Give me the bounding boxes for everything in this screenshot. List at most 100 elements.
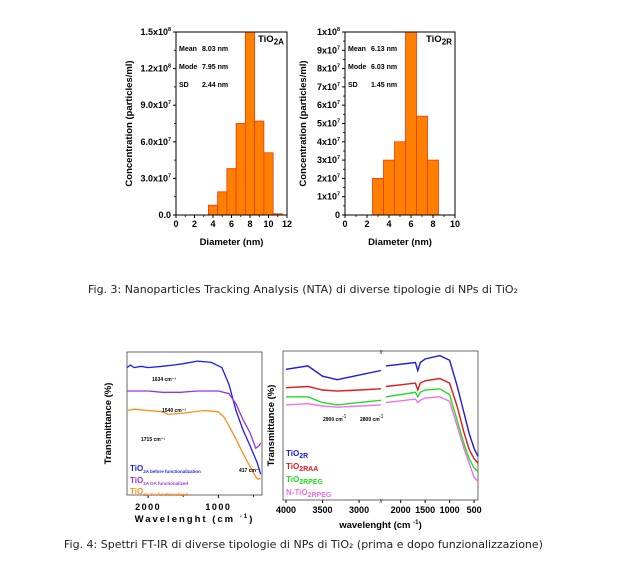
peak-annotation: 1634 cm⁻¹ (152, 377, 176, 383)
x-tick-label: 2 (192, 219, 197, 229)
axis-break-mark-top: // (380, 350, 383, 356)
peak-annotation: 1715 cm⁻¹ (141, 437, 165, 443)
histogram-bar (226, 168, 237, 216)
stat-label: SD (179, 82, 189, 89)
x-tick-label: 2000 (391, 505, 411, 515)
y-tick-label: 3x107 (317, 155, 340, 165)
x-tick-label: 8 (430, 219, 435, 229)
y-axis-label: Transmittance (%) (103, 383, 114, 465)
chart-title: TiO2R (426, 34, 452, 47)
x-tick-label: 2000 (135, 502, 161, 512)
x-tick-label: 500 (467, 505, 482, 515)
stat-value: 6.03 nm (371, 64, 397, 71)
stat-label: Mean (348, 46, 366, 53)
spectrum-line (127, 390, 262, 450)
axis-break-mark-bottom: // (380, 499, 383, 505)
spectrum-line (385, 388, 479, 472)
x-axis-label: Diameter (nm) (368, 237, 432, 248)
x-tick-label: 12 (282, 219, 292, 229)
x-tick-label: 1000 (205, 502, 231, 512)
histogram-bar (383, 159, 395, 216)
x-axis-label: Diameter (nm) (200, 237, 264, 248)
nta-chart-tio2r: 0 2 4 6 8 10 0 1x107 2x107 3x107 4x107 5x107 6x107 7x… (298, 27, 460, 248)
histogram-bar (416, 115, 428, 216)
histogram-bar (394, 141, 406, 216)
legend-entry: TiO2R (286, 449, 308, 460)
nta-chart-tio2a: 0 2 4 6 8 10 12 0.0 3.0x107 6.0x107 9.0x107 1.2x108… (124, 27, 292, 248)
histogram-bar (427, 159, 439, 216)
histogram-bar (235, 123, 246, 216)
x-tick-label: 1000 (440, 505, 460, 515)
x-tick-label: 3500 (313, 505, 333, 515)
y-tick-label: 0.0 (158, 210, 171, 220)
histogram-bar (263, 152, 274, 216)
x-tick-label: 0 (173, 219, 178, 229)
y-tick-label: 3.0x107 (140, 173, 171, 183)
stat-value: 8.03 nm (202, 46, 228, 53)
spectrum-line (126, 408, 261, 481)
y-axis-label: Transmittance (%) (266, 385, 277, 467)
x-tick-label: 2 (364, 219, 369, 229)
spectrum-line (385, 377, 479, 464)
plot-frame (282, 350, 479, 501)
y-tick-label: 2x107 (317, 173, 340, 183)
peak-annotation: 417 cm⁻¹ (239, 468, 261, 474)
spectrum-line (385, 396, 479, 483)
y-tick-label: 6x107 (317, 100, 340, 110)
y-tick-label: 8x107 (317, 64, 340, 74)
x-tick-label: 10 (450, 219, 460, 229)
stat-label: Mean (179, 46, 197, 53)
legend-entry: TiO2A before functionalization (130, 464, 201, 474)
spectrum-line (285, 402, 382, 408)
spectrum-line (285, 385, 382, 392)
spectrum-line (385, 354, 479, 457)
histogram-bar (244, 31, 256, 216)
legend-entry: N-TiO2RPEG (286, 488, 332, 499)
x-tick-label: 4000 (276, 505, 296, 515)
x-tick-label: 6 (408, 219, 413, 229)
x-tick-label: 8 (247, 219, 252, 229)
stat-label: Mode (348, 64, 366, 71)
x-tick-label: 4 (210, 219, 215, 229)
peak-annotation: 2800 cm (360, 417, 380, 423)
y-tick-label: 4x107 (317, 137, 340, 147)
peak-annotation-sup: -1 (342, 414, 347, 420)
stat-value: 2.44 nm (202, 82, 228, 89)
y-tick-label: 0 (335, 210, 340, 220)
y-tick-label: 1x108 (317, 27, 340, 37)
stat-label: Mode (179, 64, 197, 71)
legend-entry: TiO2A CA functionalized (130, 487, 188, 497)
y-tick-label: 5x107 (317, 119, 340, 129)
figure-3-caption: Fig. 3: Nanoparticles Tracking Analysis … (88, 283, 518, 296)
x-axis-label: Wavelenght (cm -1) (135, 513, 255, 525)
stat-value: 6.13 nm (371, 46, 397, 53)
figure-4-caption: Fig. 4: Spettri FT-IR di diverse tipolog… (64, 538, 543, 551)
x-tick-label: 1500 (415, 505, 435, 515)
ftir-chart-tio2r: // // 4000 3500 3000 2000 1500 1000 500 wavelengh… (266, 350, 482, 531)
y-tick-label: 1x107 (317, 192, 340, 202)
histogram-bar (405, 31, 417, 216)
peak-annotation: 1540 cm⁻¹ (162, 408, 186, 414)
y-tick-label: 9.0x107 (140, 100, 171, 110)
stat-value: 1.45 nm (371, 82, 397, 89)
spectrum-line (126, 360, 262, 475)
legend-entry: TiO2RPEG (286, 475, 323, 486)
plot-frame (126, 351, 263, 496)
y-tick-label: 7x107 (317, 82, 340, 92)
histogram-bar (254, 120, 265, 216)
peak-annotation-sup: -1 (379, 414, 384, 420)
chart-title: TiO2A (258, 34, 284, 47)
stat-value: 7.95 nm (202, 64, 228, 71)
x-axis-label: wavelenght (cm -1) (338, 519, 422, 531)
histogram-bar (207, 204, 219, 216)
histogram-bar (217, 191, 228, 216)
x-tick-label: 4 (386, 219, 391, 229)
legend-entry: TiO2RAA (286, 462, 318, 473)
x-tick-label: 6 (229, 219, 234, 229)
y-tick-label: 1.5x108 (140, 27, 171, 37)
y-tick-label: 1.2x108 (140, 64, 171, 74)
y-tick-label: 6.0x107 (140, 137, 171, 147)
x-tick-label: 0 (342, 219, 347, 229)
